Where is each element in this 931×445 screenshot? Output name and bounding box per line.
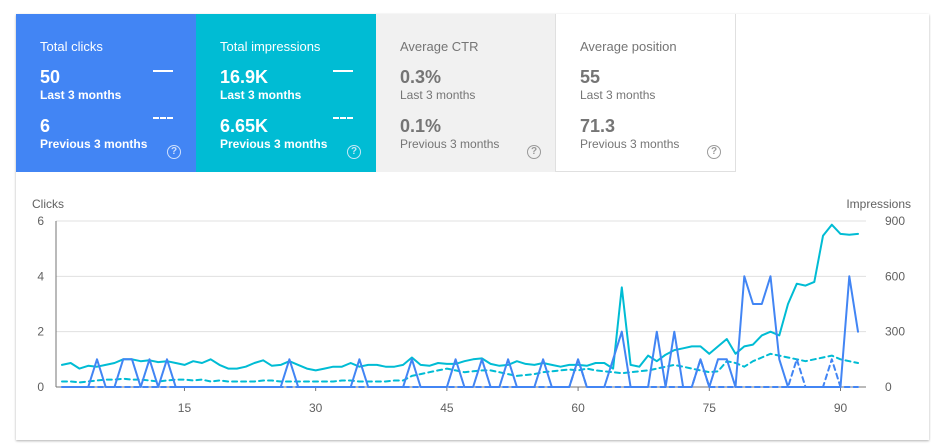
x-tick-label: 60	[571, 401, 585, 415]
tile-current-period: Last 3 months	[400, 88, 476, 102]
tile-previous-value: 6	[40, 116, 51, 136]
help-icon[interactable]: ?	[167, 145, 181, 159]
tile-label: Total impressions	[220, 39, 321, 54]
tile-previous-period: Previous 3 months	[220, 137, 328, 151]
right-tick-label: 600	[885, 269, 905, 283]
tile-current-value: 50	[40, 67, 61, 87]
tile-total-clicks[interactable]: Total clicks 50 Last 3 months 6 Previous…	[16, 14, 196, 172]
series-line-clicks-current	[61, 275, 859, 388]
x-tick-label: 30	[309, 401, 323, 415]
left-tick-label: 4	[37, 269, 44, 283]
x-tick-label: 90	[834, 401, 848, 415]
tile-label: Average CTR	[400, 39, 479, 54]
tile-previous-period: Previous 3 months	[400, 137, 500, 151]
tile-total-impressions[interactable]: Total impressions 16.9K Last 3 months 6.…	[196, 14, 376, 172]
right-tick-label: 900	[885, 214, 905, 228]
left-tick-label: 2	[37, 325, 44, 339]
tile-previous-period: Previous 3 months	[40, 137, 148, 151]
help-icon[interactable]: ?	[707, 145, 721, 159]
tile-previous-value: 6.65K	[220, 116, 269, 136]
tile-average-position[interactable]: Average position 55 Last 3 months 71.3 P…	[556, 14, 736, 172]
x-tick-label: 45	[440, 401, 454, 415]
tile-current-period: Last 3 months	[40, 88, 122, 102]
solid-line-legend-icon	[333, 70, 353, 72]
x-tick-label: 75	[703, 401, 717, 415]
help-icon[interactable]: ?	[527, 145, 541, 159]
right-tick-label: 300	[885, 325, 905, 339]
left-tick-label: 0	[37, 380, 44, 394]
solid-line-legend-icon	[153, 70, 173, 72]
performance-card: Total clicks 50 Last 3 months 6 Previous…	[16, 14, 929, 440]
dashed-line-legend-icon	[333, 117, 353, 119]
right-tick-label: 0	[885, 380, 892, 394]
tile-previous-value: 71.3	[580, 116, 616, 136]
tile-average-ctr[interactable]: Average CTR 0.3% Last 3 months 0.1% Prev…	[376, 14, 556, 172]
series-line-clicks-previous	[61, 358, 859, 388]
tile-current-value: 55	[580, 67, 601, 87]
x-tick-label: 15	[178, 401, 192, 415]
left-tick-label: 6	[37, 214, 44, 228]
right-axis-label: Impressions	[846, 197, 911, 211]
tile-previous-value: 0.1%	[400, 116, 442, 136]
tile-current-period: Last 3 months	[580, 88, 656, 102]
tile-label: Total clicks	[40, 39, 103, 54]
metric-tiles: Total clicks 50 Last 3 months 6 Previous…	[16, 14, 736, 172]
dashed-line-legend-icon	[153, 117, 173, 119]
left-axis-label: Clicks	[32, 197, 64, 211]
help-icon[interactable]: ?	[347, 145, 361, 159]
tile-label: Average position	[580, 39, 677, 54]
series-line-impressions-current	[61, 223, 859, 372]
tile-current-period: Last 3 months	[220, 88, 302, 102]
tile-current-value: 0.3%	[400, 67, 442, 87]
tile-previous-period: Previous 3 months	[580, 137, 680, 151]
tile-current-value: 16.9K	[220, 67, 269, 87]
